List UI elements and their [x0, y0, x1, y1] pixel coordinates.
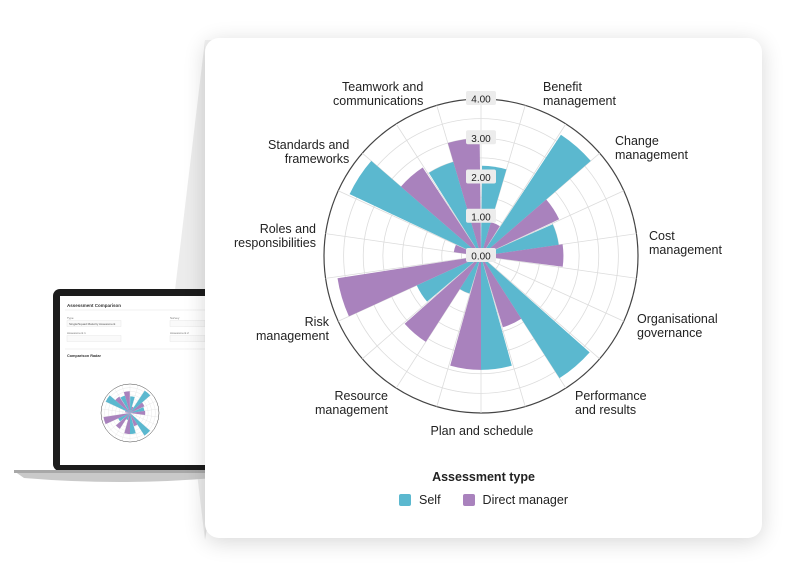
bar-self-10 [105, 395, 130, 413]
bar-self-11 [428, 161, 481, 256]
grid-spoke [480, 123, 567, 257]
grid-spoke [338, 190, 482, 257]
bar-direct-manager-6 [124, 413, 130, 435]
bar-self-5 [481, 256, 590, 379]
bar-self-10 [349, 160, 481, 256]
bar-direct-manager-7 [404, 256, 481, 342]
legend-swatch-direct-manager [462, 494, 475, 506]
bar-self-3 [130, 407, 145, 413]
thumb-field3-label: Assessment 1 [67, 331, 86, 335]
bar-direct-manager-2 [130, 402, 145, 413]
grid-spoke [480, 255, 600, 360]
tick-label-3: 3.00 [466, 130, 496, 145]
grid-spoke [362, 255, 482, 360]
grid-spoke [480, 255, 624, 322]
legend-swatch-self [399, 494, 411, 506]
bar-direct-manager-8 [337, 256, 481, 317]
grid-spoke [480, 190, 624, 257]
bar-self-8 [416, 256, 481, 302]
tick-label-0: 0.00 [466, 248, 496, 263]
bar-self-2 [130, 390, 151, 413]
grid-spoke [114, 388, 131, 414]
thumb-field4-label: Assessment 2 [170, 331, 189, 335]
grid-spoke [395, 123, 482, 257]
svg-text:2.00: 2.00 [471, 173, 491, 184]
bar-self-8 [118, 413, 130, 422]
legend-item-direct-manager: Direct manager [462, 493, 568, 507]
legend-title: Assessment type [432, 470, 535, 484]
bar-self-2 [481, 134, 591, 256]
grid-spoke [436, 105, 482, 257]
bar-direct-manager-1 [481, 222, 500, 256]
bar-direct-manager-3 [481, 244, 564, 267]
bar-self-6 [481, 256, 512, 370]
bar-direct-manager-2 [481, 199, 560, 256]
grid-spoke [121, 412, 131, 441]
tick-label-2: 2.00 [466, 169, 496, 184]
grid-spoke [129, 388, 146, 414]
legend-item-self: Self [399, 493, 441, 507]
grid-spoke [103, 400, 131, 414]
thumb-field1-value: Single/Squad Maturity Assessment [69, 322, 116, 326]
tick-label-1: 1.00 [466, 208, 496, 223]
bar-self-3 [481, 224, 559, 256]
bar-self-7 [459, 256, 481, 294]
bar-direct-manager-5 [481, 256, 522, 328]
category-label-organisational-governance: Organisational governance [637, 312, 718, 340]
category-label-resource-management: Resource management [315, 389, 388, 417]
bar-direct-manager-9 [124, 410, 130, 413]
bar-self-5 [130, 413, 151, 436]
grid-spoke [129, 412, 157, 426]
radial-chart: 0.00 1.00 2.00 3.00 4.00 [323, 91, 639, 414]
category-label-plan-and-schedule: Plan and schedule [430, 424, 534, 438]
bar-direct-manager-10 [400, 167, 481, 256]
category-label-teamwork-and-communications: Teamwork and communications [333, 80, 424, 108]
tick-label-4: 4.00 [466, 91, 496, 106]
category-label-roles-and-responsibilities: Roles and responsibilities [234, 222, 316, 250]
bar-self-7 [126, 413, 130, 420]
thumb-field1-label: Type [67, 316, 74, 320]
category-label-cost-management: Cost management [649, 229, 722, 257]
bar-direct-manager-8 [103, 413, 130, 425]
grid-spoke [101, 412, 131, 418]
legend: Assessment type Self Direct manager [205, 470, 762, 507]
grid-spoke [129, 412, 139, 441]
bar-direct-manager-10 [115, 396, 130, 413]
svg-text:3.00: 3.00 [471, 134, 491, 145]
bar-self-6 [130, 413, 136, 435]
legend-label-self: Self [419, 493, 441, 507]
bar-direct-manager-1 [130, 406, 134, 413]
bar-direct-manager-11 [447, 138, 481, 256]
category-label-risk-management: Risk management [256, 315, 329, 343]
grid-spoke [480, 255, 526, 407]
chart-card: 0.00 1.00 2.00 3.00 4.00 Assessment type Sel… [205, 38, 762, 538]
grid-spoke [107, 412, 131, 433]
bar-direct-manager-7 [115, 413, 130, 429]
grid-spoke [436, 255, 482, 407]
thumb-title: Assessment Comparison [67, 303, 121, 308]
svg-text:4.00: 4.00 [471, 95, 491, 106]
laptop-screen: Assessment Comparison Type Single/Squad … [65, 303, 205, 443]
category-label-standards-and-frameworks: Standards and frameworks [268, 138, 350, 166]
bar-direct-manager-3 [130, 410, 146, 415]
bar-direct-manager-6 [450, 256, 481, 370]
svg-text:1.00: 1.00 [471, 212, 491, 223]
grid-spoke [129, 400, 157, 414]
thumb-radar [100, 383, 160, 443]
bar-direct-manager-5 [130, 413, 138, 427]
bar-self-11 [120, 395, 130, 413]
bar-direct-manager-11 [123, 391, 130, 413]
grid-spoke [480, 255, 637, 279]
bar-self-1 [130, 396, 135, 413]
legend-label-direct-manager: Direct manager [482, 493, 568, 507]
grid-spoke [325, 255, 482, 279]
category-label-performance-and-results: Performance and results [575, 389, 647, 417]
category-label-change-management: Change management [615, 134, 688, 162]
category-label-benefit-management: Benefit management [543, 80, 616, 108]
thumb-field2-label: Survey [170, 316, 180, 320]
grid-spoke [129, 412, 153, 433]
grid-spoke [129, 412, 159, 418]
thumb-section: Comparison Radar [67, 354, 101, 358]
svg-text:0.00: 0.00 [471, 252, 491, 263]
